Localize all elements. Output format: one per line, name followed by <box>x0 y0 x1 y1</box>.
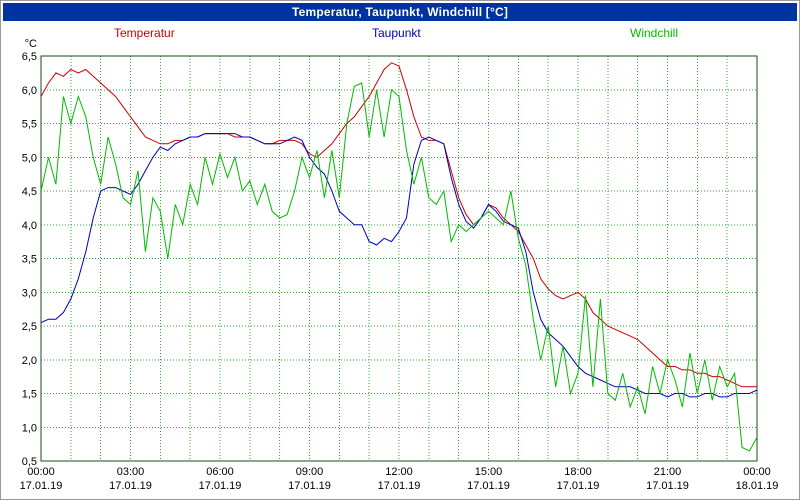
chart-legend: Temperatur Taupunkt Windchill <box>1 26 799 40</box>
legend-taupunkt: Taupunkt <box>372 26 421 40</box>
x-tick-time-label: 18:00 <box>564 466 592 478</box>
x-tick-date-label: 17.01.19 <box>557 480 600 492</box>
x-tick-date-label: 17.01.19 <box>467 480 510 492</box>
series-taupunkt <box>40 133 758 398</box>
series-temperatur <box>40 62 757 388</box>
y-tick-label: 3,5 <box>22 254 37 266</box>
y-tick-label: 4,5 <box>22 186 37 198</box>
y-tick-label: 3,0 <box>22 287 37 299</box>
legend-windchill: Windchill <box>630 26 679 40</box>
y-tick-label: 5,5 <box>22 119 37 131</box>
series-windchill <box>40 82 758 452</box>
y-tick-label: 0,5 <box>22 456 37 468</box>
x-tick-time-label: 03:00 <box>117 466 145 478</box>
y-tick-label: 1,0 <box>22 422 37 434</box>
x-tick-date-label: 17.01.19 <box>20 480 63 492</box>
x-tick-date-label: 17.01.19 <box>288 480 331 492</box>
x-tick-time-label: 06:00 <box>206 466 234 478</box>
x-tick-time-label: 00:00 <box>743 466 771 478</box>
y-tick-label: 1,5 <box>22 389 37 401</box>
x-tick-time-label: 09:00 <box>296 466 324 478</box>
x-tick-time-label: 12:00 <box>385 466 413 478</box>
legend-temperatur: Temperatur <box>114 26 175 40</box>
y-tick-label: 6,0 <box>22 85 37 97</box>
window-title: Temperatur, Taupunkt, Windchill [°C] <box>3 3 797 21</box>
x-tick-date-label: 18.01.19 <box>736 480 779 492</box>
x-tick-date-label: 17.01.19 <box>378 480 421 492</box>
y-tick-label: 2,0 <box>22 355 37 367</box>
y-tick-label: 5,0 <box>22 152 37 164</box>
x-tick-date-label: 17.01.19 <box>109 480 152 492</box>
x-tick-date-label: 17.01.19 <box>199 480 242 492</box>
x-tick-time-label: 00:00 <box>27 466 55 478</box>
y-tick-label: 4,0 <box>22 220 37 232</box>
y-tick-label: 2,5 <box>22 321 37 333</box>
y-axis-unit-label: °C <box>25 38 37 50</box>
x-tick-time-label: 15:00 <box>475 466 503 478</box>
x-tick-time-label: 21:00 <box>654 466 682 478</box>
x-tick-date-label: 17.01.19 <box>646 480 689 492</box>
plot-frame <box>40 55 758 462</box>
y-tick-label: 6,5 <box>22 51 37 63</box>
